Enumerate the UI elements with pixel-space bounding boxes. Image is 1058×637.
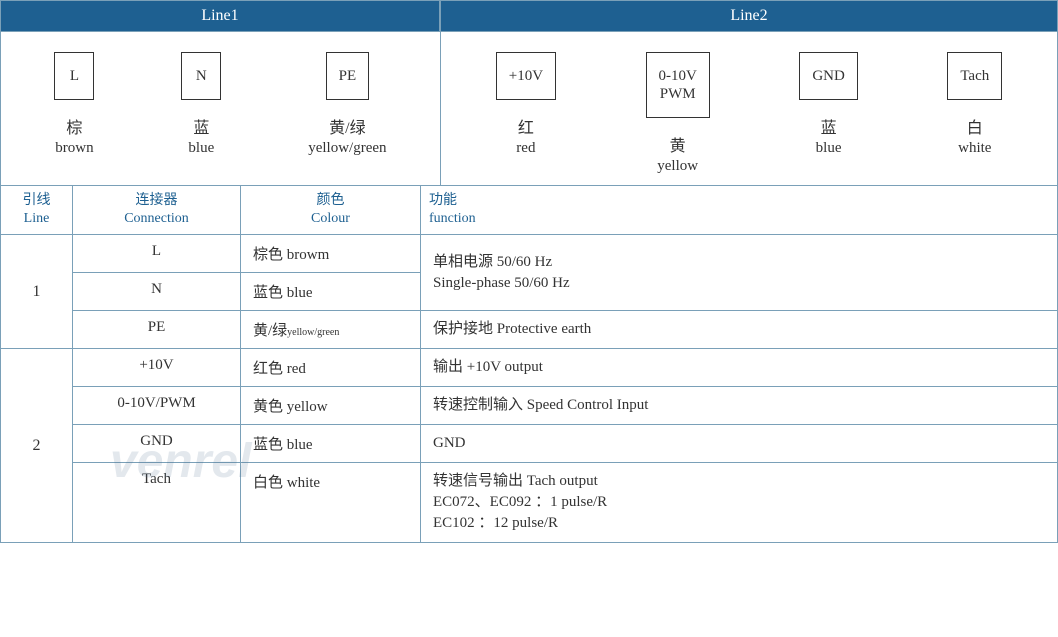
table-header: 引线 Line 连接器 Connection 颜色 Colour 功能 func…	[1, 185, 1058, 235]
terminal-box: Tach	[947, 52, 1002, 100]
terminal-label-en: yellow	[657, 158, 698, 175]
cell-function: GND	[421, 425, 1058, 462]
terminal-box: L	[54, 52, 94, 100]
terminal-label-en: red	[516, 140, 535, 157]
col-line: 引线 Line	[1, 186, 73, 234]
terminal-label-cn: 蓝	[821, 114, 837, 138]
cell-colour: 黄色 yellow	[241, 387, 421, 424]
terminal-box: N	[181, 52, 221, 100]
terminal-label-en: yellow/green	[308, 140, 386, 157]
terminal: Tach 白 white	[947, 52, 1002, 175]
terminal-label-cn: 黄	[670, 132, 686, 156]
cell-colour: 黄/绿yellow/green	[241, 311, 421, 348]
cell-connection: 0-10V/PWM	[73, 387, 241, 424]
cell-connection: +10V	[73, 349, 241, 386]
terminal: N蓝 blue	[181, 52, 221, 157]
cell-connection: N	[73, 273, 241, 310]
col-connection: 连接器 Connection	[73, 186, 241, 234]
col-function: 功能 function	[421, 186, 1058, 234]
terminal-box: +10V	[496, 52, 556, 100]
cell-connection: GND	[73, 425, 241, 462]
table-row: GND蓝色 blue GND	[73, 425, 1058, 463]
cell-colour: 蓝色 blue	[241, 425, 421, 462]
cell-function: 转速信号输出 Tach output EC072、EC092 ：1 pulse/…	[421, 463, 1058, 542]
terminal-label-en: white	[958, 140, 991, 157]
table-row: 0-10V/PWM黄色 yellow转速控制输入 Speed Control I…	[73, 387, 1058, 425]
terminal-box: PE	[326, 52, 370, 100]
terminal-label-en: blue	[188, 140, 214, 157]
header-line2: Line2	[440, 0, 1058, 32]
cell-colour: 蓝色 blue	[241, 273, 421, 310]
terminal-label-cn: 白	[967, 114, 983, 138]
cell-function: 单相电源 50/60 Hz Single-phase 50/60 Hz	[421, 235, 1058, 310]
terminal-label-en: brown	[55, 140, 93, 157]
group-id: 2	[1, 349, 73, 542]
cell-connection: PE	[73, 311, 241, 348]
terminal: +10V 红 red	[496, 52, 556, 175]
line2-terminals: +10V 红 red 0-10V PWM 黄 yellow GND 蓝 blue Tach 白 whi…	[441, 32, 1057, 185]
col-colour: 颜色 Colour	[241, 186, 421, 234]
cell-colour: 棕色 browm	[241, 235, 421, 272]
cell-colour: 白色 white	[241, 463, 421, 542]
terminal-label-cn: 棕	[66, 114, 82, 138]
cell-colour: 红色 red	[241, 349, 421, 386]
cell-function: 保护接地 Protective earth	[421, 311, 1058, 348]
cell-connection: L	[73, 235, 241, 272]
terminal-label-cn: 蓝	[193, 114, 209, 138]
header-row: Line1 Line2	[0, 0, 1058, 32]
terminal-label-cn: 红	[518, 114, 534, 138]
terminal-diagram-row: L棕brownN蓝bluePE黄/绿yellow/green +10V红red0…	[0, 32, 1058, 185]
terminal: L棕 brown	[54, 52, 94, 157]
cell-function: 输出 +10V output	[421, 349, 1058, 386]
terminal-box: 0-10V PWM	[646, 52, 710, 118]
line1-terminals: L棕 brown N蓝 blue PE 黄/绿 yellow/green	[1, 32, 441, 185]
group-body: +10V红色 red输出 +10V output0-10V/PWM黄色 yell…	[73, 349, 1058, 542]
group-id: 1	[1, 235, 73, 348]
terminal: 0-10V PWM 黄 yellow	[646, 52, 710, 175]
wiring-table: Line1 Line2 L棕brownN蓝bluePE黄/绿yellow/gre…	[0, 0, 1058, 543]
table-row: L棕色 browm	[73, 235, 421, 273]
cell-function: 转速控制输入 Speed Control Input	[421, 387, 1058, 424]
table-row: N蓝色 blue	[73, 273, 421, 310]
terminal-box: GND	[799, 52, 858, 100]
group-body: L棕色 browmN蓝色 blue单相电源 50/60 Hz Single-ph…	[73, 235, 1058, 348]
table-row: +10V红色 red输出 +10V output	[73, 349, 1058, 387]
table-row: PE黄/绿yellow/green保护接地 Protective earth	[73, 311, 1058, 348]
terminal-label-cn: 黄/绿	[329, 114, 365, 138]
header-line1: Line1	[0, 0, 440, 32]
connection-table: 引线 Line 连接器 Connection 颜色 Colour 功能 func…	[0, 185, 1058, 543]
terminal: PE 黄/绿 yellow/green	[308, 52, 386, 157]
table-group: 1L棕色 browmN蓝色 blue单相电源 50/60 Hz Single-p…	[1, 235, 1058, 349]
table-row: Tach白色 white转速信号输出 Tach output EC072、EC0…	[73, 463, 1058, 542]
terminal: GND 蓝 blue	[799, 52, 858, 175]
cell-connection: Tach	[73, 463, 241, 542]
table-group: 2+10V红色 red输出 +10V output0-10V/PWM黄色 yel…	[1, 349, 1058, 543]
terminal-label-en: blue	[816, 140, 842, 157]
